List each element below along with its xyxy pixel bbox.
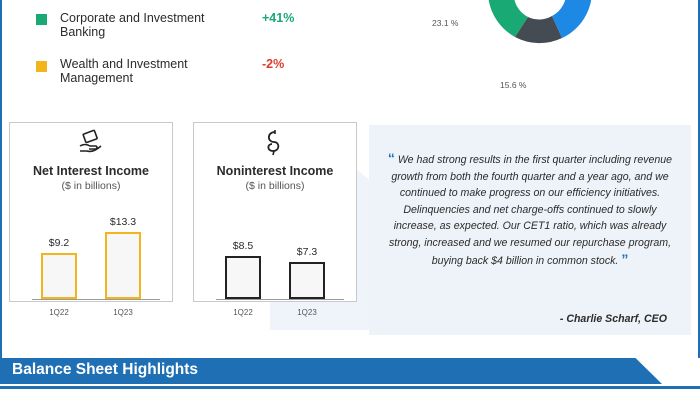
dollar-coil-icon — [267, 130, 280, 156]
bar-1q22 — [225, 256, 261, 299]
legend-swatch-green — [36, 14, 47, 25]
bar-category-label: 1Q23 — [297, 308, 317, 317]
bar-value-label: $13.3 — [109, 216, 137, 228]
bar-value-label: $8.5 — [232, 240, 254, 252]
card-title: Noninterest Income — [216, 164, 334, 178]
section-title: Balance Sheet Highlights — [12, 361, 199, 378]
segment-name: Wealth and Investment Management — [60, 57, 188, 85]
net-interest-income-card: Net Interest Income ($ in billions) $9.2… — [9, 122, 173, 317]
bar-1q23 — [289, 262, 325, 299]
chart-baseline — [32, 299, 160, 300]
quote-body: We had strong results in the first quart… — [388, 154, 673, 267]
card-subtitle: ($ in billions) — [245, 180, 305, 192]
section-stripe — [0, 386, 700, 389]
donut-label-gray: 15.6 % — [500, 80, 527, 90]
close-quote-mark: ” — [621, 251, 629, 267]
open-quote-mark: “ — [387, 150, 395, 166]
hand-money-icon — [79, 129, 102, 153]
bar-value-label: $9.2 — [48, 237, 70, 249]
section-banner: Balance Sheet Highlights — [0, 358, 662, 384]
frame-left-border — [0, 0, 2, 358]
card-subtitle: ($ in billions) — [61, 180, 121, 192]
ceo-quote-box: “ We had strong results in the first qua… — [369, 125, 691, 335]
bar-value-label: $7.3 — [296, 246, 318, 258]
segment-name: Corporate and Investment Banking — [60, 11, 205, 39]
bar-category-label: 1Q22 — [49, 308, 69, 317]
segment-change: +41% — [262, 11, 295, 25]
noninterest-income-card: Noninterest Income ($ in billions) $8.5 … — [193, 122, 357, 317]
segment-donut-chart — [488, 0, 592, 44]
frame-right-border — [698, 0, 700, 358]
bar-1q22 — [41, 253, 77, 299]
legend-swatch-yellow — [36, 61, 47, 72]
quote-text: “ We had strong results in the first qua… — [383, 150, 677, 270]
bar-category-label: 1Q23 — [113, 308, 133, 317]
card-title: Net Interest Income — [32, 164, 149, 178]
quote-author: - Charlie Scharf, CEO — [559, 313, 667, 325]
bar-category-label: 1Q22 — [233, 308, 253, 317]
donut-slice-gray — [515, 16, 562, 44]
segment-change: -2% — [262, 57, 285, 71]
donut-label-green: 23.1 % — [432, 18, 459, 28]
donut-slice-blue — [552, 0, 592, 38]
bar-1q23 — [105, 232, 141, 299]
donut-slice-green — [488, 0, 528, 37]
chart-baseline — [216, 299, 344, 300]
